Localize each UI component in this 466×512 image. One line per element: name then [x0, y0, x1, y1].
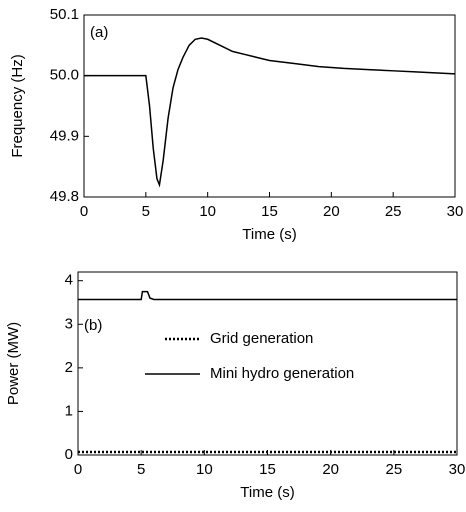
x-tick-label: 10: [196, 461, 213, 478]
plot-frame: [83, 14, 456, 198]
y-tick-label: 1: [65, 402, 73, 419]
x-tick-label: 30: [449, 461, 466, 478]
y-tick-label: 50.1: [50, 6, 79, 23]
legend-label: Grid generation: [210, 330, 313, 347]
x-tick-label: 15: [261, 203, 278, 220]
y-tick-label: 0: [65, 446, 73, 463]
x-tick-label: 5: [142, 203, 150, 220]
x-tick-label: 20: [323, 203, 340, 220]
series-line: [78, 290, 457, 301]
y-tick-label: 49.8: [50, 188, 79, 205]
x-tick-label: 25: [385, 461, 402, 478]
legend-label: Mini hydro generation: [210, 365, 354, 382]
y-tick-label: 2: [65, 359, 73, 376]
y-tick-label: 4: [65, 272, 73, 289]
x-tick-label: 0: [74, 461, 82, 478]
y-axis-label: Frequency (Hz): [9, 54, 26, 157]
x-tick-label: 5: [137, 461, 145, 478]
x-tick-label: 20: [322, 461, 339, 478]
y-tick-label: 50.0: [50, 67, 79, 84]
x-axis-label: Time (s): [240, 484, 294, 501]
annotation: (a): [90, 24, 108, 41]
x-tick-label: 30: [447, 203, 464, 220]
x-axis-label: Time (s): [242, 226, 296, 243]
x-tick-label: 25: [385, 203, 402, 220]
y-tick-label: 49.9: [50, 127, 79, 144]
x-tick-label: 15: [259, 461, 276, 478]
x-tick-label: 0: [80, 203, 88, 220]
x-tick-label: 10: [199, 203, 216, 220]
y-axis-label: Power (MW): [5, 322, 22, 405]
frequency-line: [84, 37, 456, 188]
y-tick-label: 3: [65, 315, 73, 332]
annotation: (b): [84, 317, 102, 334]
